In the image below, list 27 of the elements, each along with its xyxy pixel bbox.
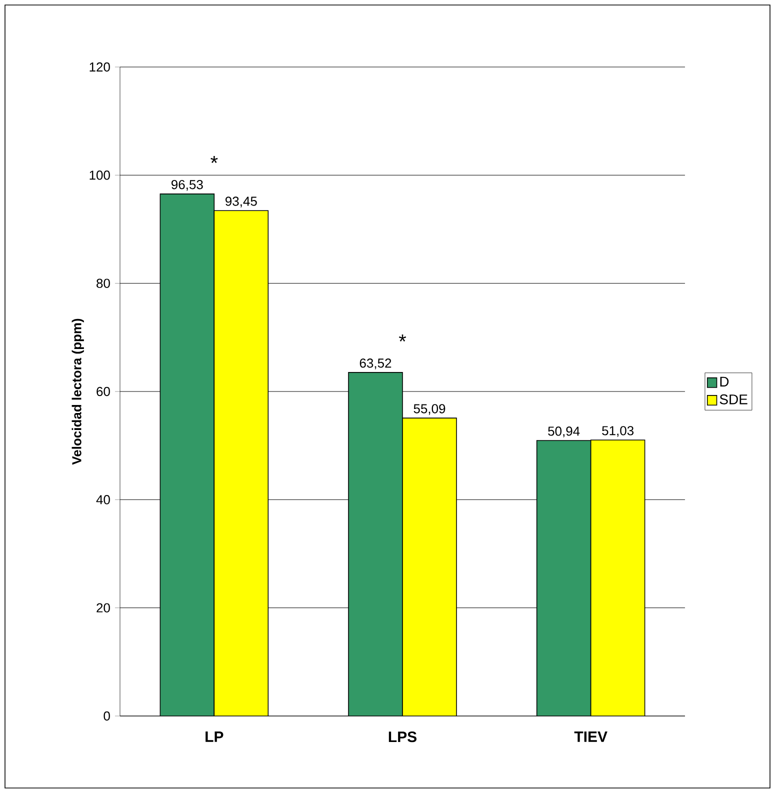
legend-label: D	[720, 376, 729, 386]
annotation: *	[398, 334, 406, 342]
x-tick-label: LPS	[388, 732, 416, 742]
data-label: 96,53	[172, 180, 203, 191]
y-axis-title: Velocidad lectora (ppm)	[72, 318, 84, 465]
bar	[536, 440, 592, 716]
y-tick-label: 40	[96, 495, 110, 504]
x-tick-label: TIEV	[574, 732, 608, 742]
data-label: 50,94	[548, 426, 580, 438]
bar	[348, 372, 403, 716]
data-label: 55,09	[414, 404, 446, 415]
x-tick-label: LP	[206, 732, 224, 742]
y-tick-label: 100	[90, 170, 110, 180]
annotation: *	[210, 156, 218, 163]
y-tick-label: 0	[104, 711, 110, 721]
y-tick-label: 20	[96, 603, 110, 612]
bar	[160, 194, 215, 716]
y-tick-label: 60	[96, 386, 110, 396]
bar	[402, 418, 457, 716]
y-tick-label: 120	[90, 62, 110, 72]
bar	[590, 440, 646, 716]
data-label: 93,45	[226, 196, 257, 208]
bar	[214, 210, 269, 716]
data-label: 63,52	[360, 358, 392, 370]
data-label: 51,03	[602, 426, 634, 437]
legend-label: SDE	[720, 394, 748, 404]
y-tick-label: 80	[96, 278, 110, 288]
